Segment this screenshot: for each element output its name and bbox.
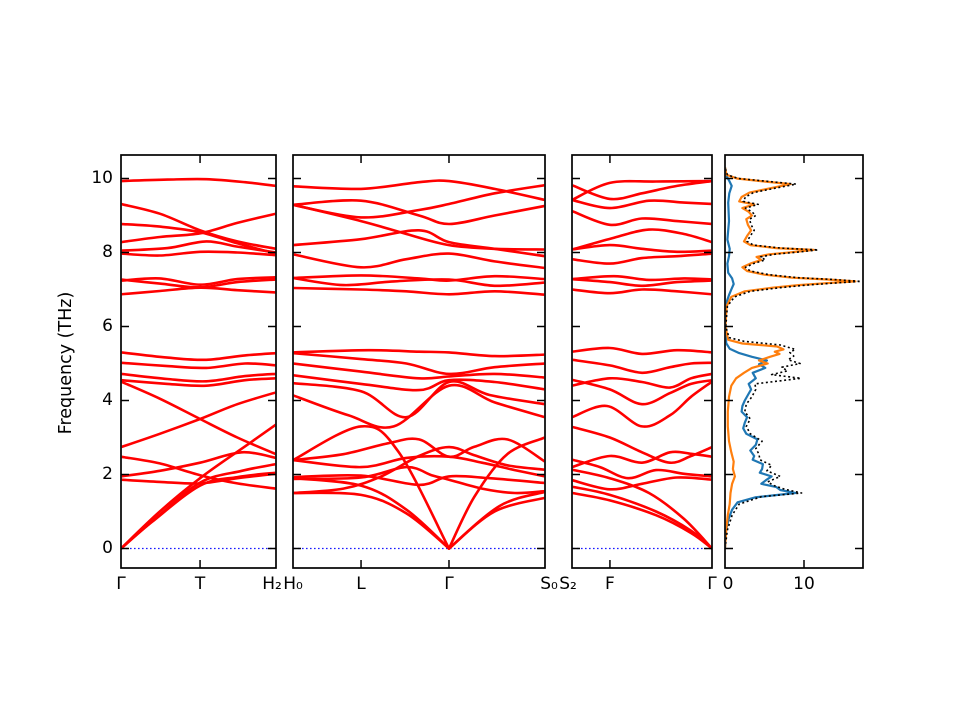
phonon-band xyxy=(572,485,712,550)
phonon-band xyxy=(121,276,276,287)
panel-ticks-1 xyxy=(121,155,276,568)
y-tick-label-8: 8 xyxy=(102,241,113,262)
kpoint-label-H2: H₂ xyxy=(262,574,282,594)
phonon-band xyxy=(572,358,712,375)
dos-curve-pdos-blue xyxy=(725,167,797,549)
phonon-band xyxy=(293,362,545,380)
phonon-band xyxy=(572,210,712,227)
phonon-band xyxy=(293,473,545,487)
phonon-band xyxy=(121,177,276,188)
phonon-band xyxy=(572,274,712,282)
phonon-band xyxy=(293,374,545,392)
panel-axes-2 xyxy=(292,154,546,569)
y-tick-label-0: 0 xyxy=(102,537,113,558)
dos-curve-pdos-orange xyxy=(725,167,857,549)
phonon-band xyxy=(121,380,276,456)
phonon-band xyxy=(447,490,545,550)
phonon-band xyxy=(572,378,712,406)
phonon-band xyxy=(447,436,545,550)
phonon-band xyxy=(293,425,451,550)
phonon-band xyxy=(121,286,276,296)
phonon-band xyxy=(121,212,276,244)
phonon-band xyxy=(572,425,712,465)
kpoint-label-S2: S₂ xyxy=(559,574,577,594)
kpoint-label-L: L xyxy=(356,574,366,594)
phonon-band xyxy=(121,377,276,388)
panel-axes-4 xyxy=(724,154,864,569)
kpoint-label-gamma: Γ xyxy=(707,574,717,594)
phonon-band xyxy=(572,179,712,201)
phonon-band xyxy=(293,179,545,202)
kpoint-label-F: F xyxy=(605,574,615,594)
phonon-band xyxy=(572,228,712,251)
phonon-band xyxy=(121,423,276,550)
phonon-band xyxy=(572,252,712,265)
phonon-band xyxy=(293,286,545,296)
phonon-band xyxy=(572,277,712,288)
phonon-band xyxy=(121,240,276,254)
phonon-band xyxy=(572,372,712,389)
phonon-band xyxy=(121,391,276,449)
phonon-band xyxy=(447,496,545,550)
phonon-band xyxy=(572,346,712,356)
y-axis-title: Frequency (THz) xyxy=(56,291,76,435)
phonon-band xyxy=(121,372,276,383)
band-panel-3 xyxy=(572,179,712,550)
dos-panel xyxy=(725,167,862,549)
phonon-band xyxy=(293,199,545,226)
phonon-band xyxy=(293,465,545,495)
dos-xtick-label-0: 0 xyxy=(722,574,734,594)
kpoint-label-S0: S₀ xyxy=(540,574,558,594)
band-panel-2 xyxy=(293,179,545,550)
phonon-band xyxy=(572,491,712,550)
dos-curve-total-dos xyxy=(725,167,862,549)
panel-axes-3 xyxy=(571,154,713,569)
phonon-band xyxy=(293,228,545,258)
dos-xtick-label-10: 10 xyxy=(793,574,815,594)
phonon-band xyxy=(572,198,712,210)
phonon-band xyxy=(572,288,712,296)
phonon-band xyxy=(572,468,712,550)
phonon-band xyxy=(293,274,545,282)
phonon-band xyxy=(121,455,276,490)
kpoint-label-T: T xyxy=(194,574,206,594)
phonon-band xyxy=(293,437,545,463)
phonon-band xyxy=(293,203,545,251)
kpoint-label-gamma: Γ xyxy=(444,574,454,594)
panel-ticks-3 xyxy=(572,155,712,568)
y-tick-label-4: 4 xyxy=(102,389,113,410)
phonon-band xyxy=(293,348,545,358)
phonon-band xyxy=(293,380,545,419)
phonon-band xyxy=(572,458,712,480)
phonon-band xyxy=(293,383,545,429)
phonon-band xyxy=(121,351,276,362)
phonon-band xyxy=(121,250,276,257)
phonon-band xyxy=(293,252,545,270)
panel-ticks-2 xyxy=(293,155,545,568)
panel-axes-1 xyxy=(120,154,277,569)
phonon-band xyxy=(572,476,712,491)
band-panel-1 xyxy=(121,177,276,550)
panel-ticks-4 xyxy=(725,155,863,568)
y-tick-label-6: 6 xyxy=(102,315,113,336)
phonon-band xyxy=(293,476,451,550)
phonon-band xyxy=(121,450,276,478)
phonon-band xyxy=(293,184,545,219)
phonon-band xyxy=(121,472,276,485)
kpoint-label-gamma: Γ xyxy=(116,574,126,594)
phonon-band xyxy=(572,380,712,428)
phonon-band xyxy=(121,361,276,370)
y-tick-label-10: 10 xyxy=(91,167,113,188)
phonon-band xyxy=(121,278,276,289)
phonon-band xyxy=(293,351,545,376)
phonon-band xyxy=(121,222,276,255)
y-tick-label-2: 2 xyxy=(102,463,113,484)
phonon-band xyxy=(121,202,276,250)
phonon-band xyxy=(572,243,712,254)
kpoint-label-H0: H₀ xyxy=(283,574,303,594)
